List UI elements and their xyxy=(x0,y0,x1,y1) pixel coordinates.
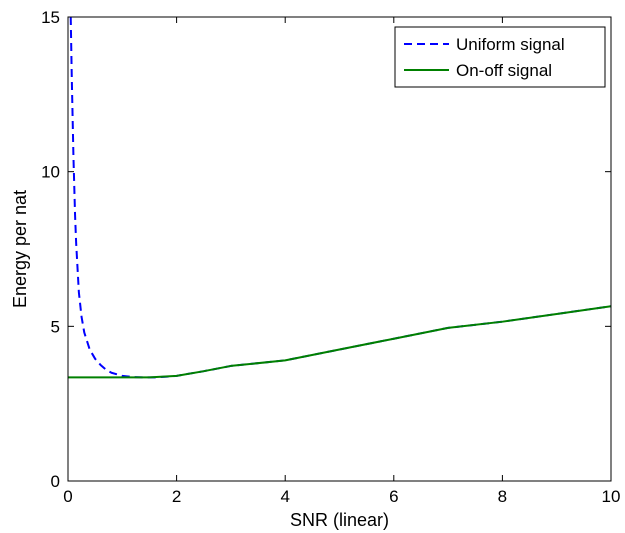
legend-label-onoff: On-off signal xyxy=(456,61,552,80)
plot-background xyxy=(68,17,611,481)
x-axis-label: SNR (linear) xyxy=(290,510,389,530)
legend-box xyxy=(394,26,606,88)
plot-frame xyxy=(67,16,612,482)
y-tick-label: 0 xyxy=(51,472,60,491)
x-tick-label: 2 xyxy=(172,487,181,506)
x-tick-label: 4 xyxy=(280,487,289,506)
tick-layer: 0 2 4 6 8 10 0 5 10 15 xyxy=(41,8,620,506)
y-tick-label: 5 xyxy=(51,317,60,336)
x-tick-label: 6 xyxy=(389,487,398,506)
legend: Uniform signal On-off signal xyxy=(394,26,606,88)
y-tick-label: 10 xyxy=(41,163,60,182)
x-tick-label: 10 xyxy=(602,487,621,506)
y-tick-label: 15 xyxy=(41,8,60,27)
legend-label-uniform: Uniform signal xyxy=(456,35,565,54)
y-axis-label: Energy per nat xyxy=(10,190,30,308)
x-tick-label: 8 xyxy=(498,487,507,506)
x-tick-label: 0 xyxy=(63,487,72,506)
series-line-on-off-signal xyxy=(68,305,611,379)
series-layer xyxy=(68,17,611,379)
